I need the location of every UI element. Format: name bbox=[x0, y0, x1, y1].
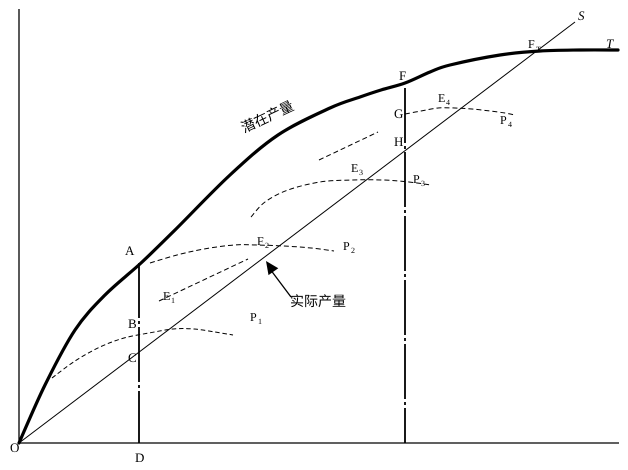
svg-text:G: G bbox=[394, 106, 403, 121]
svg-text:T: T bbox=[536, 45, 541, 54]
svg-text:S: S bbox=[578, 8, 585, 23]
svg-text:P: P bbox=[500, 113, 507, 127]
svg-text:C: C bbox=[128, 350, 137, 365]
svg-text:P: P bbox=[250, 310, 257, 324]
svg-text:2: 2 bbox=[265, 241, 269, 250]
svg-text:3: 3 bbox=[359, 168, 363, 177]
svg-text:2: 2 bbox=[351, 246, 355, 255]
svg-text:D: D bbox=[135, 450, 144, 465]
svg-text:O: O bbox=[10, 440, 19, 455]
svg-text:实际产量: 实际产量 bbox=[290, 294, 346, 310]
svg-text:1: 1 bbox=[171, 296, 175, 305]
svg-text:E: E bbox=[438, 91, 445, 105]
svg-text:4: 4 bbox=[508, 120, 512, 129]
svg-text:E: E bbox=[351, 161, 358, 175]
svg-text:潜在产量: 潜在产量 bbox=[239, 98, 297, 136]
svg-text:4: 4 bbox=[446, 98, 450, 107]
svg-text:3: 3 bbox=[421, 179, 425, 188]
svg-text:F: F bbox=[257, 234, 264, 248]
svg-text:A: A bbox=[125, 243, 135, 258]
svg-text:H: H bbox=[394, 134, 403, 149]
svg-text:1: 1 bbox=[258, 317, 262, 326]
svg-text:P: P bbox=[413, 172, 420, 186]
svg-text:B: B bbox=[128, 316, 137, 331]
svg-text:F: F bbox=[528, 37, 535, 51]
svg-text:E: E bbox=[163, 289, 170, 303]
svg-text:F: F bbox=[399, 68, 406, 83]
svg-text:T: T bbox=[606, 36, 614, 51]
svg-text:P: P bbox=[343, 239, 350, 253]
